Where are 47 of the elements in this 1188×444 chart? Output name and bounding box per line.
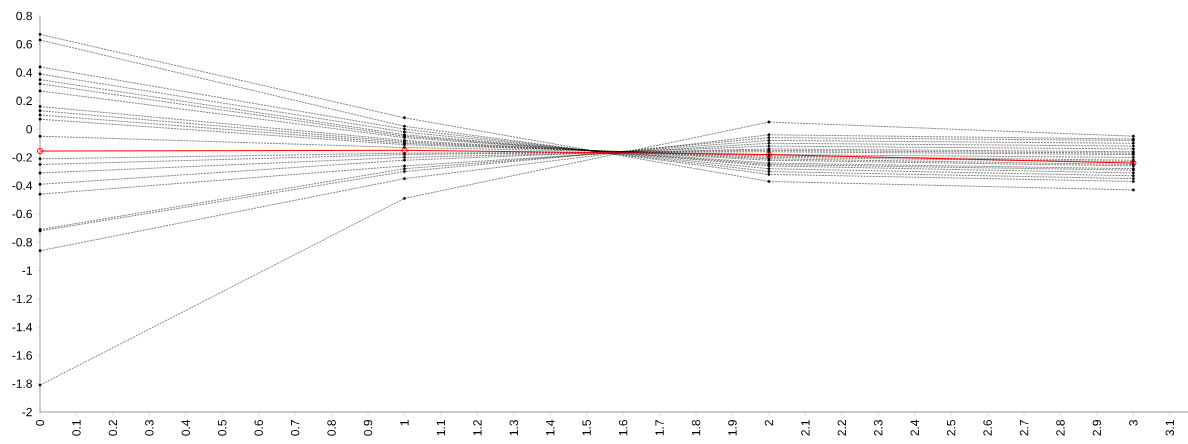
x-tick-label: 1.4 (546, 419, 555, 436)
y-tick-label: -1.2 (12, 294, 32, 304)
x-tick-label: 1.9 (728, 420, 737, 436)
y-tick-label: 0 (26, 124, 33, 134)
x-tick-label: 0.4 (181, 419, 191, 436)
y-tick-label: -0.2 (12, 153, 32, 162)
x-tick-label: 2.2 (837, 420, 846, 436)
y-tick-label: -1.8 (12, 379, 32, 388)
x-tick-label: 2.4 (910, 419, 919, 436)
x-tick-label: 2.5 (946, 420, 956, 436)
y-tick-label: -0.6 (12, 209, 32, 219)
x-tick-label: 2.6 (983, 420, 992, 436)
x-tick-label: 0.5 (217, 420, 227, 436)
x-tick-label: 1.2 (473, 420, 482, 436)
x-tick-label: 0.6 (254, 420, 263, 436)
x-tick-label: 0.8 (327, 420, 336, 436)
x-tick-label: 1.1 (436, 420, 446, 436)
x-tick-label: 2.3 (874, 420, 883, 436)
x-tick-label: 0 (35, 419, 45, 426)
x-tick-label: 1.7 (655, 420, 664, 436)
x-tick-label: 1.5 (582, 420, 591, 436)
y-tick-label: -1.6 (12, 351, 32, 360)
y-tick-label: 0.6 (16, 40, 32, 49)
x-tick-label: 0.1 (72, 420, 81, 436)
x-tick-label: 0.9 (363, 420, 373, 436)
y-tick-label: -1.4 (12, 323, 33, 332)
x-tick-label: 2 (764, 420, 774, 426)
x-tick-label: 3.1 (1165, 420, 1175, 436)
x-tick-label: 1.8 (691, 420, 701, 436)
y-tick-label: -0.8 (12, 238, 32, 247)
x-tick-label: 2.9 (1092, 420, 1102, 436)
x-tick-label: 1.3 (509, 420, 519, 436)
y-tick-label: 0.2 (16, 96, 32, 106)
x-tick-label: 0.7 (290, 420, 300, 436)
x-tick-label: 0.2 (108, 420, 118, 436)
y-tick-label: -1 (22, 266, 32, 275)
x-tick-label: 2.8 (1056, 420, 1065, 436)
x-tick-label: 1 (400, 420, 409, 426)
x-tick-label: 0.3 (145, 420, 154, 436)
y-tick-label: 0.8 (16, 11, 32, 21)
x-tick-label: 3 (1129, 420, 1138, 426)
y-tick-label: -0.4 (12, 181, 33, 190)
y-tick-label: 0.4 (16, 68, 33, 77)
y-tick-label: -2 (22, 407, 32, 417)
x-tick-label: 2.7 (1019, 420, 1029, 436)
x-tick-label: 1.6 (618, 420, 628, 436)
x-tick-label: 2.1 (801, 420, 810, 436)
